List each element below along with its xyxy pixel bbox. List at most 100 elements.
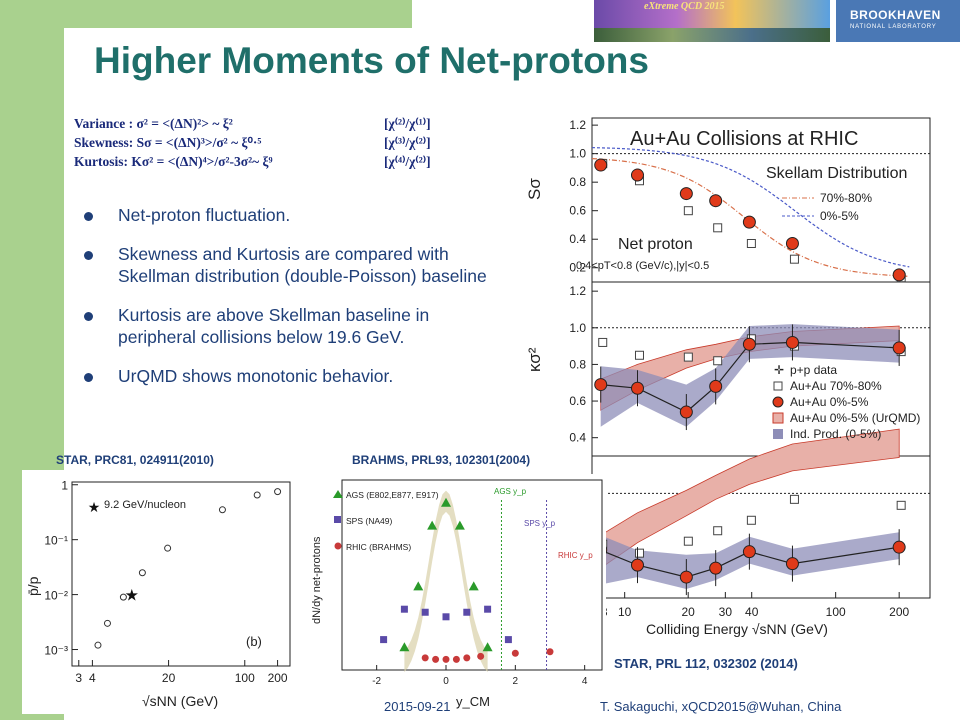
x-tick-label: 100 — [235, 671, 255, 685]
x-tick-label: 3 — [75, 671, 82, 685]
central-point — [630, 558, 644, 572]
legend-marker — [773, 381, 783, 391]
slide-top-band — [0, 0, 412, 28]
ags-point — [454, 520, 465, 530]
banner-landscape — [594, 28, 830, 42]
panel2-ylabel: κσ² — [525, 347, 544, 372]
y-tick-label: 1.2 — [569, 118, 586, 132]
sps-point — [400, 605, 408, 613]
central-point — [679, 570, 693, 584]
formula-ratio: [χ⁽²⁾/χ⁽¹⁾] — [384, 116, 431, 131]
rhic-point — [442, 655, 450, 663]
formula-ratio: [χ⁽⁴⁾/χ⁽²⁾] — [384, 154, 431, 169]
ags-point — [413, 581, 424, 591]
skellam-annotation: Skellam Distribution — [766, 165, 907, 182]
legend-marker — [333, 490, 343, 498]
central-point — [892, 268, 906, 282]
legend-marker: ★ — [88, 499, 101, 515]
ags-point — [482, 642, 493, 652]
data-point — [119, 593, 127, 601]
moment-formulas: Variance : σ² = <(ΔN)²> ~ ξ² [χ⁽²⁾/χ⁽¹⁾]… — [74, 116, 514, 173]
x-tick-label: 20 — [682, 605, 696, 619]
x-tick-label: -2 — [372, 676, 381, 687]
bullet-item: Kurtosis are above Skellman baseline in … — [80, 304, 490, 348]
data-point — [94, 641, 102, 649]
net-proton-annotation: Net proton — [618, 236, 693, 253]
logo-main-text: BROOKHAVEN — [850, 8, 941, 22]
y-tick-label: 0.4 — [569, 232, 586, 246]
kinematic-annotation: 0.4<pT<0.8 (GeV/c),|y|<0.5 — [576, 260, 709, 272]
legend-label: Ind. Prod. (0-5%) — [790, 427, 881, 441]
y-tick-label: 10⁻² — [44, 589, 68, 603]
legend-marker — [772, 396, 784, 408]
y-tick-label: 1.0 — [569, 147, 586, 161]
ags-point — [399, 642, 410, 652]
ags-band — [404, 490, 488, 673]
peripheral-point — [746, 238, 756, 248]
sps-point — [421, 608, 429, 616]
peripheral-point — [896, 500, 906, 510]
footer-date: 2015-09-21 — [384, 699, 451, 714]
formula-text: Skewness: Sσ = <(ΔN)³>/σ² ~ ξ⁰·⁵ — [74, 135, 262, 150]
central-point — [679, 187, 693, 201]
x-tick-label: 20 — [162, 671, 176, 685]
legend-marker — [772, 412, 784, 424]
central-point — [785, 335, 799, 349]
y-tick-label: 0.8 — [569, 175, 586, 189]
dndy-ylabel: dN/dy net-protons — [311, 536, 323, 624]
bullet-dot — [84, 373, 93, 382]
central-point — [709, 379, 723, 393]
legend-label: Au+Au 0%-5% — [790, 395, 869, 409]
central-point — [594, 158, 608, 172]
rhic-point — [511, 649, 519, 657]
formula-kurtosis: Kurtosis: Kσ² = <(ΔN)⁴>/σ²-3σ²~ ξ⁹ [χ⁽⁴⁾… — [74, 154, 514, 173]
sps-point — [463, 608, 471, 616]
y-tick-label: 1.0 — [569, 321, 586, 335]
sps-point — [442, 613, 450, 621]
legend-label: Au+Au 0%-5% (UrQMD) — [790, 411, 920, 425]
legend-marker — [773, 429, 783, 439]
rhic-point — [546, 648, 554, 656]
y-tick-label: 10⁻³ — [44, 644, 68, 658]
bullet-dot — [84, 212, 93, 221]
rhic-point — [477, 652, 485, 660]
ags-legend: AGS (E802,E877, E917) — [346, 490, 439, 500]
slide-title: Higher Moments of Net-protons — [94, 40, 649, 81]
ags-point — [427, 520, 438, 530]
rhic-point — [432, 655, 440, 663]
plot-frame — [341, 479, 603, 671]
data-point — [253, 491, 261, 499]
peripheral-point — [683, 536, 693, 546]
rhic-point — [452, 655, 460, 663]
central-point — [785, 557, 799, 571]
sps-point — [504, 636, 512, 644]
y-tick-label: 1.2 — [569, 284, 586, 298]
legend-label: p+p data — [790, 363, 837, 377]
x-tick-label: 4 — [89, 671, 96, 685]
star-2010-reference: STAR, PRC81, 024911(2010) — [56, 453, 214, 467]
bullet-dot — [84, 312, 93, 321]
brookhaven-logo: BROOKHAVEN NATIONAL LABORATORY — [836, 0, 960, 42]
central-point — [892, 540, 906, 554]
pbar-legend: 9.2 GeV/nucleon — [104, 499, 186, 511]
central-point — [742, 545, 756, 559]
y-tick-label: 1 — [61, 479, 68, 493]
brahms-dndy-figure: dN/dy net-protons y_CM AGS (E802,E877, E… — [302, 474, 631, 714]
legend-label: Au+Au 70%-80% — [790, 379, 882, 393]
panel1-ylabel: Sσ — [525, 178, 544, 200]
pbar-ratio-chart: p̄/p √sNN (GeV) 9.2 GeV/nucleon (b) 10⁻³… — [25, 479, 291, 709]
plot-frame — [71, 481, 291, 667]
central-point — [785, 236, 799, 250]
independent-production-band — [600, 532, 900, 589]
rhic-legend: RHIC (BRAHMS) — [346, 542, 411, 552]
peripheral-point — [634, 350, 644, 360]
bullet-item: Net-proton fluctuation. — [80, 204, 490, 226]
conference-banner: eXtreme QCD 2015 — [594, 0, 830, 42]
legend-marker — [334, 516, 341, 523]
pbar-ylabel: p̄/p — [25, 576, 41, 596]
peripheral-point — [713, 223, 723, 233]
pbar-xlabel: √sNN (GeV) — [142, 693, 218, 709]
y-tick-label: 0.2 — [569, 261, 586, 275]
x-tick-label: 100 — [826, 605, 846, 619]
rhic-point — [421, 654, 429, 662]
